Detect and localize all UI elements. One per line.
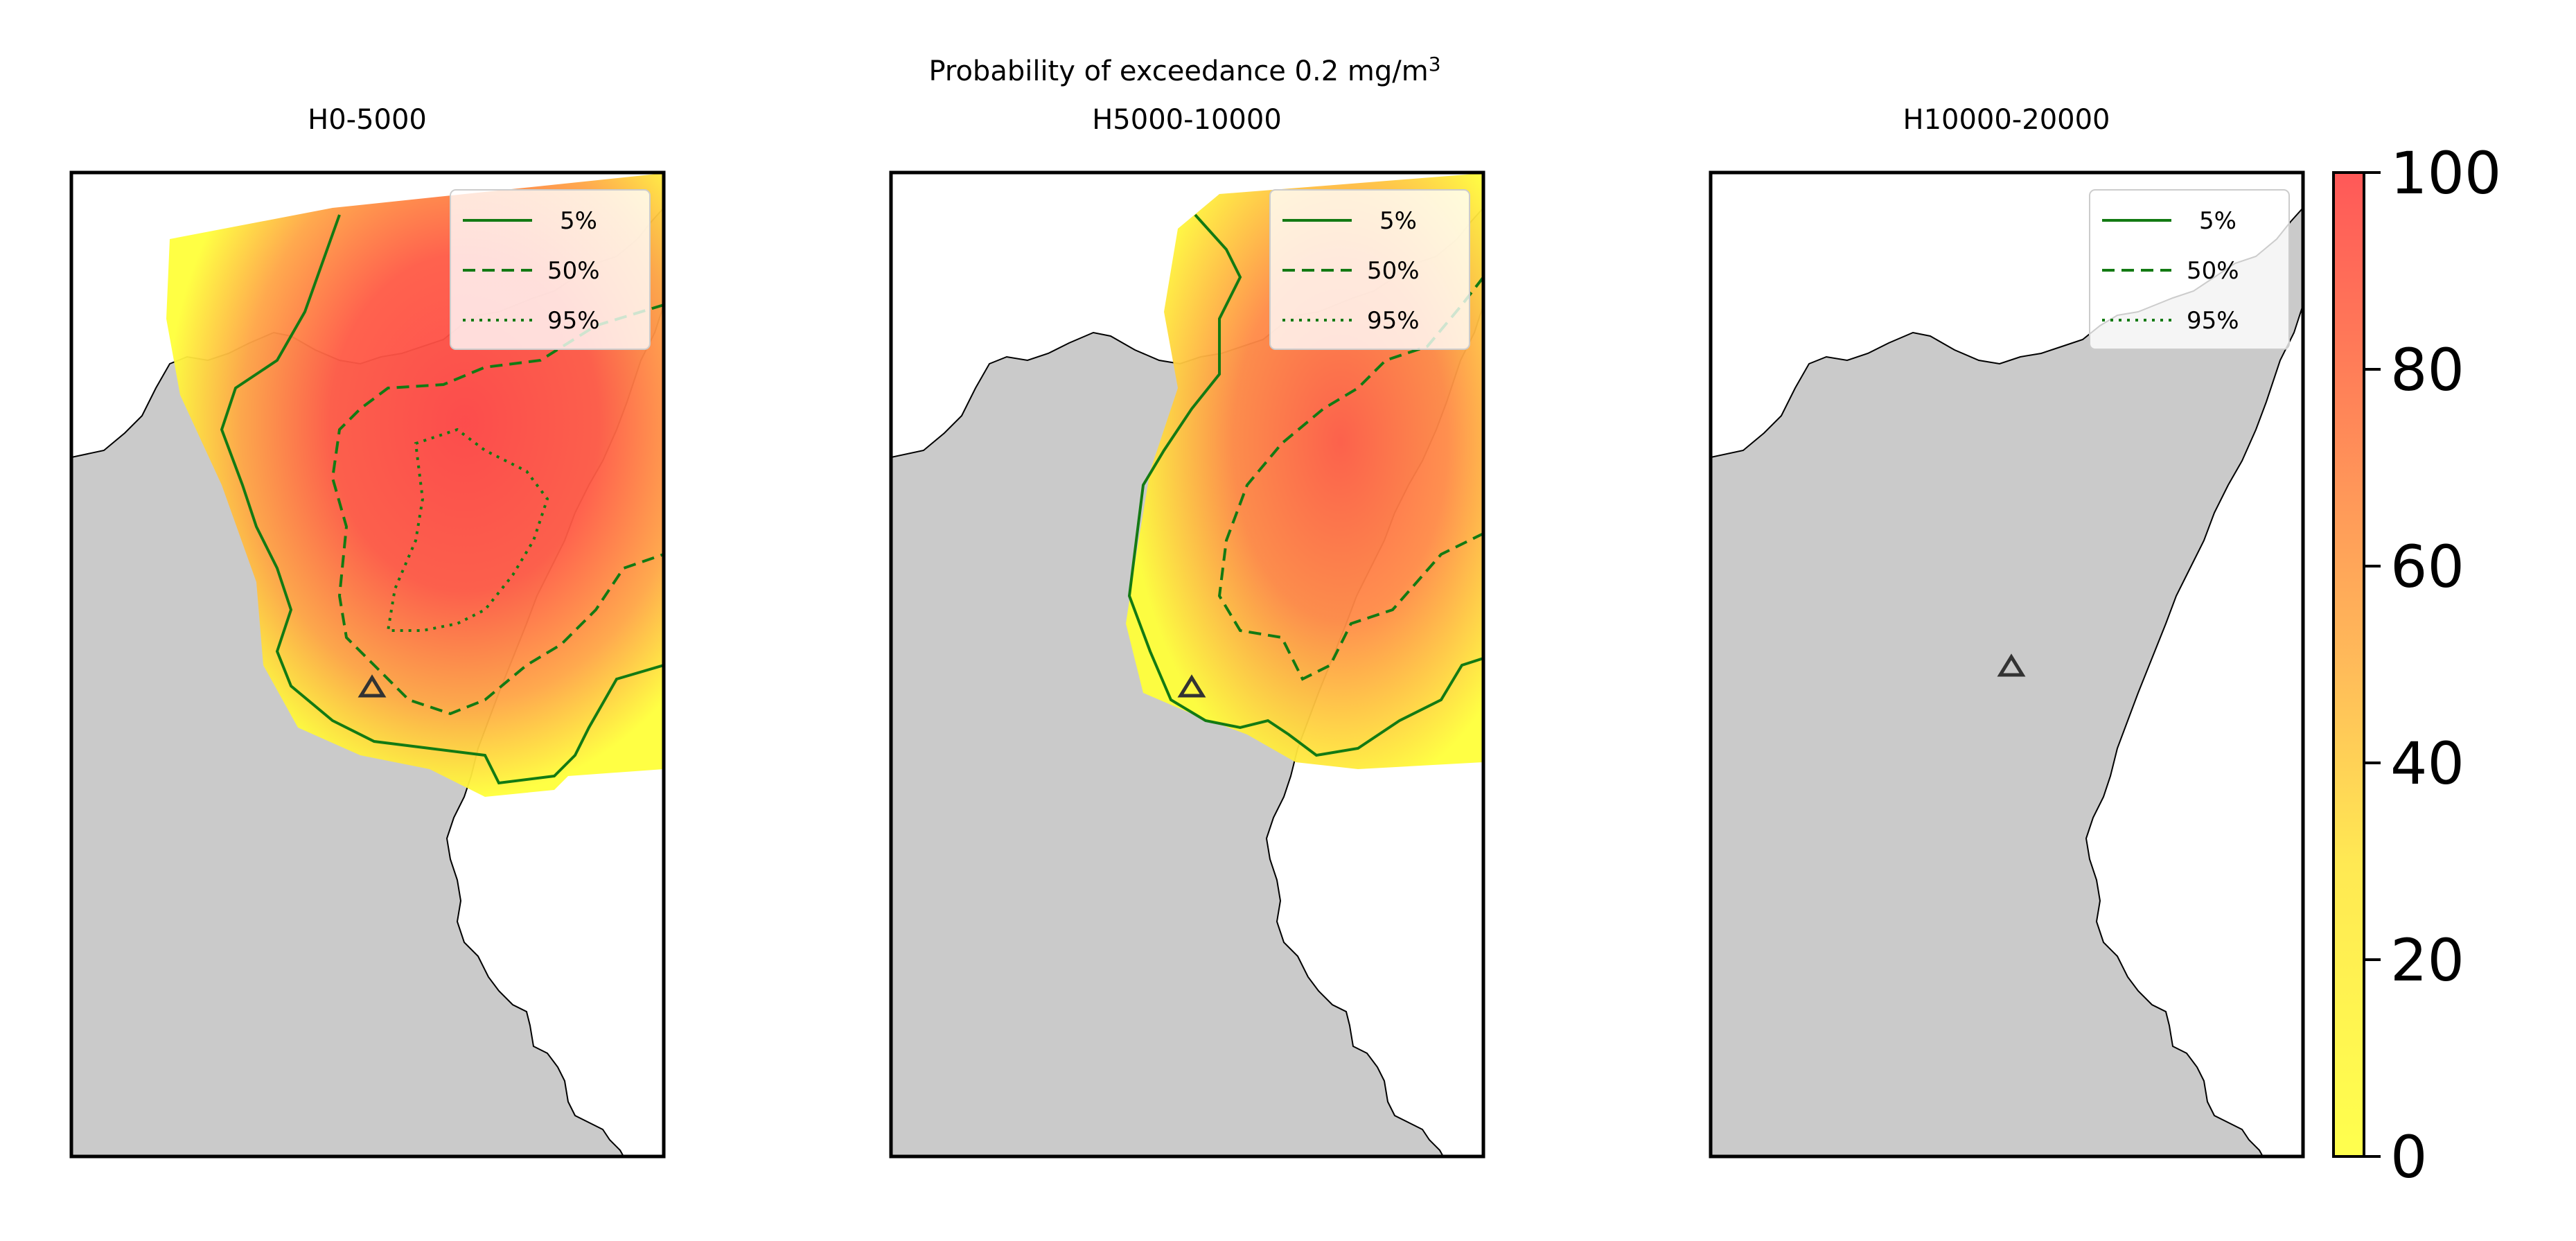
contour-95pct	[386, 428, 549, 632]
panel-frame-3	[1709, 170, 2305, 1159]
colorbar-tick-label: 40	[2390, 730, 2464, 798]
volcano-marker	[1177, 674, 1206, 698]
volcano-marker	[358, 674, 387, 698]
title-main: Probability of exceedance 0.2 mg/m	[928, 55, 1428, 87]
legend-label-5: 5%	[2199, 207, 2237, 235]
colorbar-tick-label: 100	[2390, 139, 2501, 207]
colorbar-tick-label: 20	[2390, 926, 2464, 994]
panel-title-3: H10000-20000	[1903, 104, 2110, 136]
legend-label-50: 50%	[2187, 257, 2239, 285]
colorbar-tick-label: 80	[2390, 336, 2464, 404]
legend-label-50: 50%	[547, 257, 600, 285]
legend-label-5: 5%	[1379, 207, 1417, 235]
legend-label-95: 95%	[547, 307, 600, 335]
legend-label-95: 95%	[1367, 307, 1420, 335]
colorbar-frame	[2332, 171, 2365, 1158]
panel-title-1: H0-5000	[308, 104, 427, 136]
panel-frame-2	[889, 170, 1485, 1159]
map-panel-1: 5% 50% 95%	[71, 173, 664, 1156]
colorbar: 0 20 40 60 80 100	[2332, 139, 2501, 1191]
colorbar-tick-label: 0	[2390, 1123, 2427, 1191]
coastline-east	[2085, 208, 2303, 1156]
title-superscript: 3	[1429, 53, 1441, 76]
map-panel-3: 5% 50% 95%	[1711, 173, 2303, 1156]
legend-label-95: 95%	[2187, 307, 2239, 335]
contour-50pct	[330, 303, 664, 716]
map-panel-2: 5% 50% 95%	[891, 173, 1483, 1156]
legend-box: 5% 50% 95%	[450, 189, 651, 350]
colorbar-tick-label: 60	[2390, 533, 2464, 601]
colorbar-gradient	[2334, 173, 2364, 1156]
legend-box: 5% 50% 95%	[1269, 189, 1470, 350]
legend-label-5: 5%	[560, 207, 597, 235]
volcano-marker	[1997, 653, 2026, 677]
panel-title-2: H5000-10000	[1092, 104, 1282, 136]
panel-frame-1	[69, 170, 666, 1159]
contour-5pct	[1127, 213, 1483, 757]
legend-label-50: 50%	[1367, 257, 1420, 285]
legend-box: 5% 50% 95%	[2089, 189, 2290, 350]
contour-50pct	[1217, 276, 1483, 681]
figure-title: Probability of exceedance 0.2 mg/m3	[928, 53, 1440, 87]
contour-5pct	[220, 214, 664, 785]
